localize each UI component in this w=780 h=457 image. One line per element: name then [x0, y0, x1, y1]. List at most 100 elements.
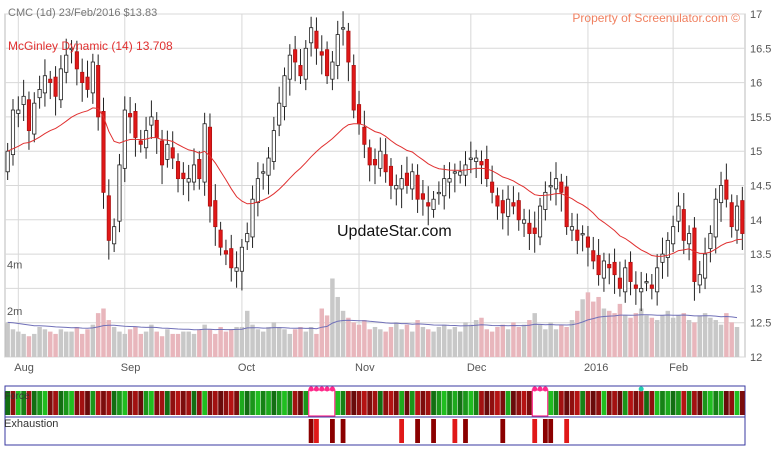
candle-body-down	[74, 51, 79, 70]
force-bar	[521, 391, 527, 415]
volume-bar	[21, 333, 26, 357]
force-bar	[404, 391, 410, 415]
candle	[468, 141, 473, 174]
volume-bar	[436, 326, 442, 357]
price-tick-label: 13	[750, 283, 762, 295]
candle-body-down	[490, 181, 495, 193]
volume-bar	[58, 329, 64, 357]
date-axis: Aug Sep Oct Nov Dec 2016 Feb	[14, 362, 688, 374]
force-bar	[681, 391, 687, 415]
exhaustion-bar	[308, 419, 314, 443]
force-bar	[196, 391, 202, 415]
candle-body-down	[633, 284, 638, 289]
volume-bar	[356, 324, 362, 357]
volume-bar	[213, 333, 218, 357]
force-bar	[489, 391, 495, 415]
chart-title: CMC (1d) 23/Feb/2016 $13.83	[8, 7, 157, 19]
volume-bar	[308, 326, 314, 357]
volume-bar	[5, 322, 10, 357]
candle	[692, 217, 697, 301]
candle	[170, 131, 175, 170]
candle	[309, 16, 314, 57]
volume-bar	[143, 331, 149, 357]
volume-bar	[191, 333, 197, 357]
force-bar	[441, 391, 447, 415]
candle-body-down	[426, 202, 431, 207]
candle-body-down	[607, 263, 612, 269]
force-bar	[377, 391, 383, 415]
force-bar	[526, 391, 532, 415]
volume-average-line	[7, 314, 738, 331]
candle	[335, 20, 340, 80]
volume-bar	[734, 326, 740, 357]
candle	[431, 190, 436, 218]
exhaustion-bar	[431, 419, 436, 443]
force-bar	[739, 391, 745, 415]
volume-bar	[372, 326, 378, 357]
volume-bar	[553, 329, 559, 357]
force-bar	[234, 391, 239, 415]
force-bar	[228, 391, 234, 415]
candle	[569, 212, 575, 242]
volume-bar	[399, 329, 404, 357]
candle-body-up	[16, 109, 21, 114]
candle-body-up	[69, 47, 74, 51]
volume-bar	[457, 331, 463, 357]
volume-bar	[234, 326, 239, 357]
candle-body-down	[298, 65, 303, 77]
force-marker-dot	[537, 386, 543, 392]
candle	[452, 163, 457, 193]
candle	[553, 162, 559, 206]
force-bar	[393, 391, 399, 415]
volume-bar	[335, 296, 340, 357]
candle	[90, 53, 95, 104]
price-axis: 12 12.5 13 13.5 14 14.5 15 15.5 16 16.5 17 2m 4m	[7, 9, 771, 364]
force-bar	[95, 391, 101, 415]
candle	[159, 129, 165, 185]
force-bar	[473, 391, 479, 415]
force-bar	[298, 391, 303, 415]
volume-bar	[260, 331, 266, 357]
force-marker-dot	[532, 386, 538, 392]
force-bar	[356, 391, 362, 415]
volume-bar	[276, 326, 282, 357]
candle	[266, 147, 271, 195]
candle	[314, 17, 319, 65]
candle	[58, 55, 63, 108]
candle-body-down	[612, 261, 617, 276]
candle	[21, 79, 26, 122]
force-bar	[287, 391, 293, 415]
exhaustion-bar	[399, 419, 405, 443]
force-bar	[218, 391, 224, 415]
candle-body-up	[394, 185, 399, 190]
candle	[639, 271, 644, 312]
volume-tick-label: 4m	[7, 260, 22, 272]
force-bar	[649, 391, 655, 415]
candle	[26, 91, 32, 150]
volume-bar	[686, 320, 692, 357]
candle	[623, 259, 628, 303]
volume-bar	[585, 292, 591, 357]
candle-body-down	[351, 65, 356, 111]
candle	[255, 162, 260, 217]
candle	[410, 163, 415, 200]
volume-bar	[85, 329, 90, 357]
candle-body-up	[660, 253, 665, 263]
candle-body-up	[431, 198, 436, 210]
volume-bar	[314, 333, 319, 357]
force-bar	[303, 391, 309, 415]
exhaustion-bar	[542, 419, 548, 443]
volume-bar	[420, 326, 426, 357]
candle-body-up	[266, 157, 271, 176]
volume-bar	[159, 336, 165, 357]
force-bar	[335, 391, 341, 415]
volume-bar	[708, 317, 713, 357]
candle	[10, 99, 16, 166]
candle	[293, 35, 298, 82]
candle-body-up	[553, 178, 559, 190]
volume-bar	[122, 333, 128, 357]
force-bar	[345, 391, 351, 415]
volume-bar	[186, 331, 191, 357]
candle-body-up	[671, 226, 676, 245]
price-grid	[4, 13, 746, 358]
